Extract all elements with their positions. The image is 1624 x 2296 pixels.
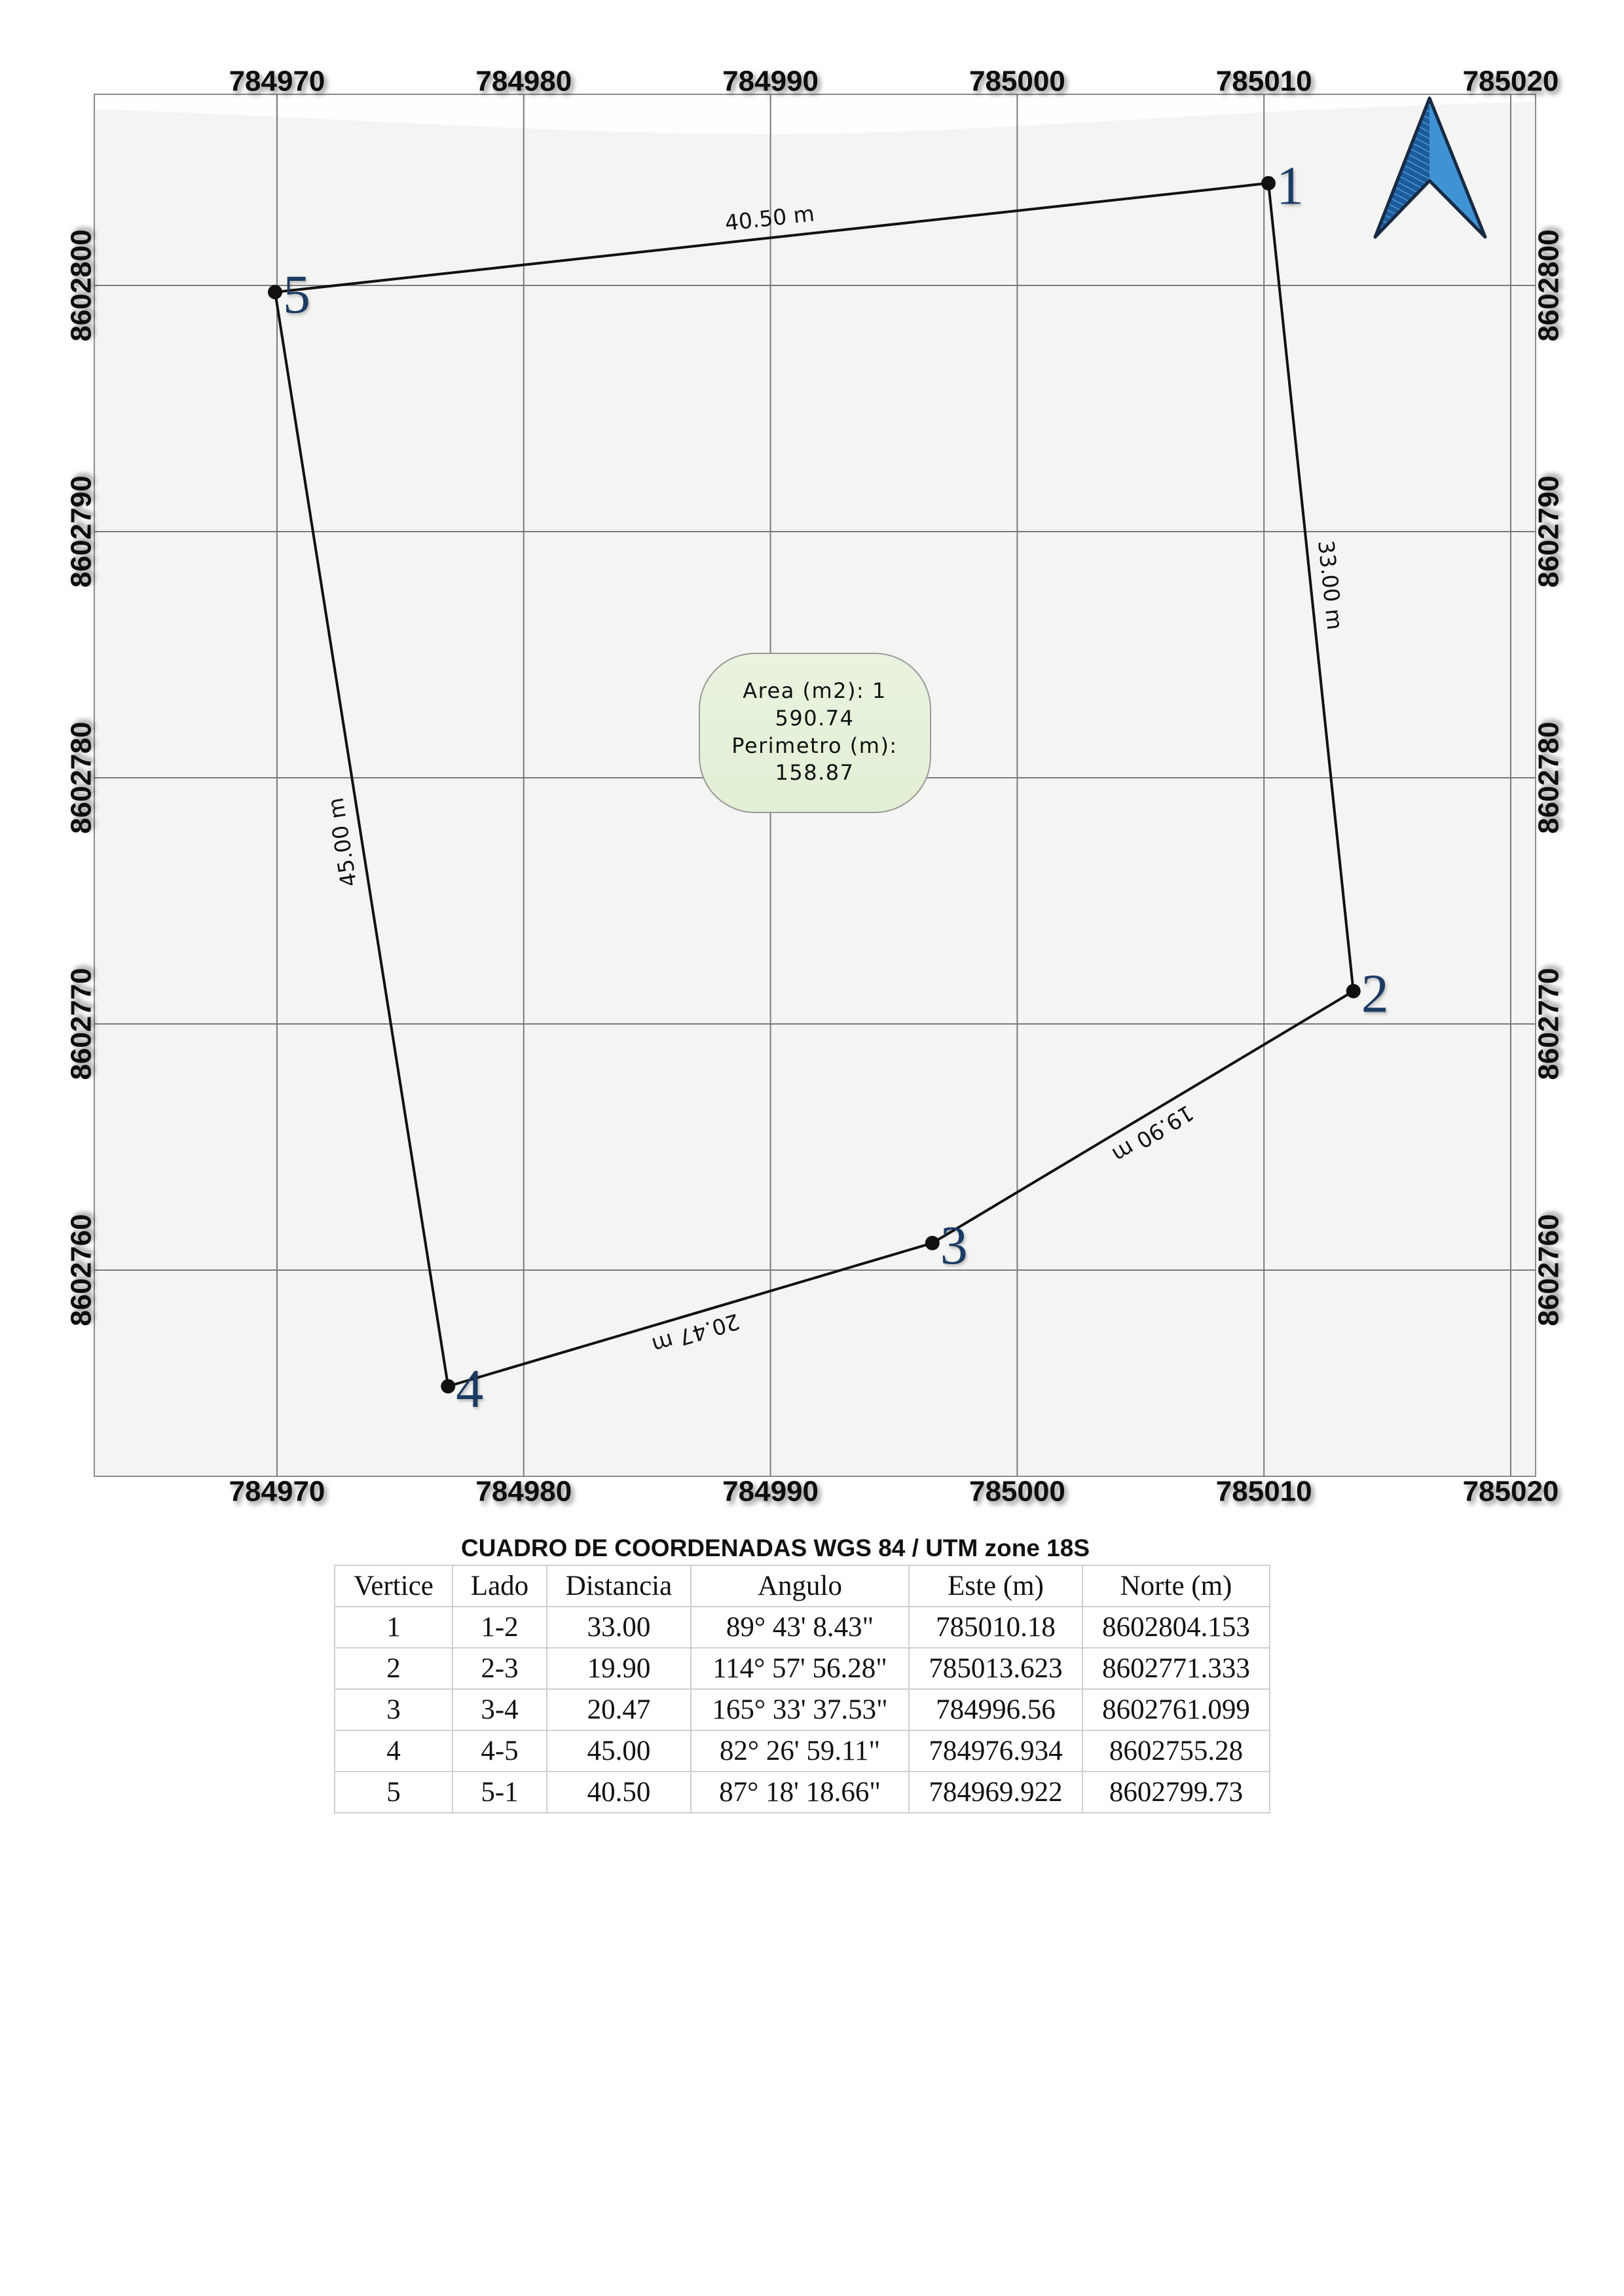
- tick-label-northing-left: 8602800: [65, 229, 98, 341]
- tick-label-easting-bottom: 784990: [722, 1476, 819, 1508]
- tick-label-easting-bottom: 784970: [229, 1476, 325, 1508]
- parcel-boundary: [274, 181, 1355, 1388]
- coordinate-tick-labels: 784970 784970 784980 784980 784990 784990 7850…: [65, 65, 1565, 1508]
- info-perimeter-line-1: Perimetro (m):: [731, 733, 897, 758]
- tick-label-northing-right: 8602780: [1533, 721, 1565, 833]
- cell-vertice: 3: [334, 1688, 453, 1731]
- vertex-label: 4: [456, 1358, 483, 1419]
- boundary-layer: [274, 181, 1355, 1388]
- coordinates-table: Vertice Lado Distancia Angulo Este (m) Norte …: [334, 1565, 1270, 1813]
- column-header: Lado: [452, 1565, 547, 1607]
- tick-label-northing-right: 8602770: [1533, 968, 1565, 1080]
- info-area-line-2: 590.74: [775, 706, 855, 731]
- cell-angulo: 82° 26' 59.11": [690, 1730, 910, 1772]
- table-row: 3 3-4 20.47 165° 33' 37.53" 784996.56 8602761…: [334, 1688, 1270, 1731]
- column-header: Vertice: [334, 1565, 453, 1607]
- table-header-row: Vertice Lado Distancia Angulo Este (m) Norte …: [334, 1565, 1270, 1607]
- cell-norte: 8602804.153: [1082, 1606, 1270, 1649]
- cell-norte: 8602799.73: [1082, 1771, 1270, 1813]
- grid-layer: [94, 94, 1536, 1476]
- info-area-line-1: Area (m2): 1: [743, 678, 887, 703]
- cell-este: 785013.623: [908, 1647, 1083, 1690]
- tick-label-easting-top: 785020: [1463, 65, 1559, 98]
- tick-label-easting-top: 785010: [1216, 65, 1312, 98]
- table-title: CUADRO DE COORDENADAS WGS 84 / UTM zone …: [460, 1535, 1090, 1561]
- cell-este: 784996.56: [908, 1688, 1083, 1731]
- column-header: Este (m): [908, 1565, 1083, 1607]
- tick-label-easting-bottom: 785020: [1463, 1476, 1559, 1508]
- tick-label-northing-left: 8602790: [65, 475, 98, 587]
- vertex-marker: [441, 1379, 456, 1394]
- tick-label-easting-top: 784980: [475, 65, 572, 98]
- vertex-marker: [1346, 983, 1361, 998]
- cell-norte: 8602761.099: [1082, 1688, 1270, 1731]
- table-row: 4 4-5 45.00 82° 26' 59.11" 784976.934 8602755…: [334, 1730, 1270, 1772]
- vertex-marker: [268, 285, 283, 300]
- cell-este: 785010.18: [908, 1606, 1083, 1649]
- cell-vertice: 5: [334, 1771, 453, 1813]
- tick-label-northing-left: 8602780: [65, 721, 98, 833]
- tick-label-northing-left: 8602760: [65, 1214, 98, 1326]
- vertex-label: 2: [1361, 963, 1389, 1024]
- cell-distancia: 40.50: [546, 1771, 692, 1813]
- cell-angulo: 87° 18' 18.66": [690, 1771, 910, 1813]
- area-info-box: Area (m2): 1 590.74 Perimetro (m): 158.8…: [699, 653, 931, 813]
- cell-lado: 4-5: [452, 1730, 547, 1772]
- map-top-highlight: [96, 96, 1534, 134]
- tick-label-easting-bottom: 785000: [969, 1476, 1065, 1508]
- cell-lado: 1-2: [452, 1606, 547, 1649]
- vertex-marker: [1261, 175, 1276, 191]
- table-row: 5 5-1 40.50 87° 18' 18.66" 784969.922 8602799…: [334, 1771, 1270, 1813]
- cell-lado: 5-1: [452, 1771, 547, 1813]
- vertex-marker: [925, 1235, 940, 1250]
- cell-norte: 8602755.28: [1082, 1730, 1270, 1772]
- tick-label-easting-top: 784990: [722, 65, 819, 98]
- north-arrow-icon: [1373, 96, 1487, 239]
- vertex-label: 3: [940, 1215, 968, 1276]
- vertex-label: 1: [1276, 155, 1304, 216]
- vertex-label: 5: [283, 264, 310, 325]
- cell-este: 784976.934: [908, 1730, 1083, 1772]
- cell-este: 784969.922: [908, 1771, 1083, 1813]
- survey-map: 33.00 m19.90 m20.47 m45.00 m40.50 m Area…: [65, 65, 1565, 1508]
- column-header: Distancia: [546, 1565, 692, 1607]
- cell-angulo: 114° 57' 56.28": [690, 1647, 910, 1690]
- cell-distancia: 45.00: [546, 1730, 692, 1772]
- cell-distancia: 20.47: [546, 1688, 692, 1731]
- tick-label-easting-top: 784970: [229, 65, 325, 98]
- cell-vertice: 4: [334, 1730, 453, 1772]
- tick-label-easting-bottom: 785010: [1216, 1476, 1312, 1508]
- cell-norte: 8602771.333: [1082, 1647, 1270, 1690]
- tick-label-easting-top: 785000: [969, 65, 1065, 98]
- table-row: 2 2-3 19.90 114° 57' 56.28" 785013.623 860277…: [334, 1647, 1270, 1690]
- cell-lado: 2-3: [452, 1647, 547, 1690]
- info-perimeter-line-2: 158.87: [775, 760, 855, 785]
- table-row: 1 1-2 33.00 89° 43' 8.43" 785010.18 8602804.1…: [334, 1606, 1270, 1649]
- column-header: Norte (m): [1082, 1565, 1270, 1607]
- tick-label-northing-left: 8602770: [65, 968, 98, 1080]
- cell-vertice: 1: [334, 1606, 453, 1649]
- cell-distancia: 19.90: [546, 1647, 692, 1690]
- cell-lado: 3-4: [452, 1688, 547, 1731]
- column-header: Angulo: [690, 1565, 910, 1607]
- cell-distancia: 33.00: [546, 1606, 692, 1649]
- info-box-background: [699, 653, 931, 813]
- tick-label-easting-bottom: 784980: [475, 1476, 572, 1508]
- cell-angulo: 165° 33' 37.53": [690, 1688, 910, 1731]
- vertex-layer: 1 2 3 4 5: [268, 155, 1389, 1419]
- tick-label-northing-right: 8602800: [1533, 229, 1565, 341]
- tick-label-northing-right: 8602790: [1533, 475, 1565, 587]
- cell-angulo: 89° 43' 8.43": [690, 1606, 910, 1649]
- tick-label-northing-right: 8602760: [1533, 1214, 1565, 1326]
- cell-vertice: 2: [334, 1647, 453, 1690]
